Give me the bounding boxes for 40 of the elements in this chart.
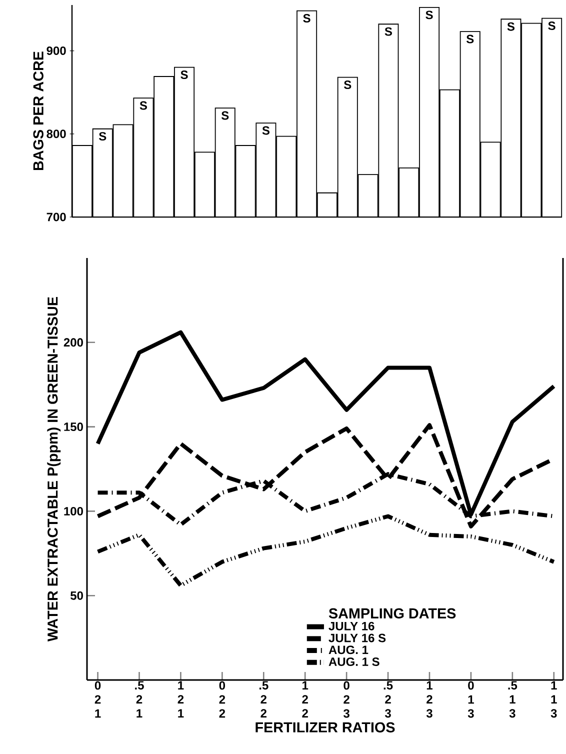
legend-label: AUG. 1 [328,646,368,654]
x-tick-label: 0 2 2 [219,681,226,718]
data-label: S [221,111,229,120]
x-tick-label: 1 2 3 [426,681,432,718]
legend-title: SAMPLING DATES [328,608,456,618]
data-label: S [344,80,352,90]
y-tick-label: 700 [46,212,66,222]
y-tick-label: 200 [64,338,83,347]
legend-label: JULY 16 S [328,634,386,642]
data-label: S [507,22,514,31]
data-label: S [180,70,188,80]
data-label: S [98,132,106,141]
x-tick-label: .5 2 1 [135,681,144,718]
x-tick-label: .5 2 3 [384,681,393,718]
data-label: S [262,126,270,135]
x-tick-label: 0 1 3 [468,681,474,718]
y-tick-label: 900 [46,46,66,55]
x-tick-label: 0 2 3 [344,681,350,718]
data-label: S [548,22,556,30]
y-tick-label: 50 [70,591,83,600]
legend-label: AUG. 1 S [328,657,380,666]
data-label: S [384,27,392,36]
x-tick-label: .5 1 3 [508,681,518,718]
y-axis-title: WATER EXTRACTABLE P(ppm) IN GREEN-TISSUE [47,297,61,642]
legend-label: JULY 16 [328,622,374,630]
y-tick-label: 150 [64,422,83,432]
x-tick-label: 0 2 1 [94,681,101,718]
data-label: S [426,10,433,20]
line-series [96,514,556,588]
x-tick-label: .5 2 2 [259,681,268,718]
x-axis-title: FERTILIZER RATIOS [256,722,395,732]
x-tick-label: 1 2 2 [302,681,308,718]
y-tick-label: 800 [46,130,66,138]
y-tick-label: 100 [64,506,83,516]
data-label: S [140,101,147,110]
y-axis-title: BAGS PER ACRE [33,52,44,170]
x-tick-label: 1 2 1 [178,681,184,718]
x-tick-label: 1 1 3 [550,681,557,718]
data-label: S [303,14,310,22]
data-label: S [466,34,474,44]
